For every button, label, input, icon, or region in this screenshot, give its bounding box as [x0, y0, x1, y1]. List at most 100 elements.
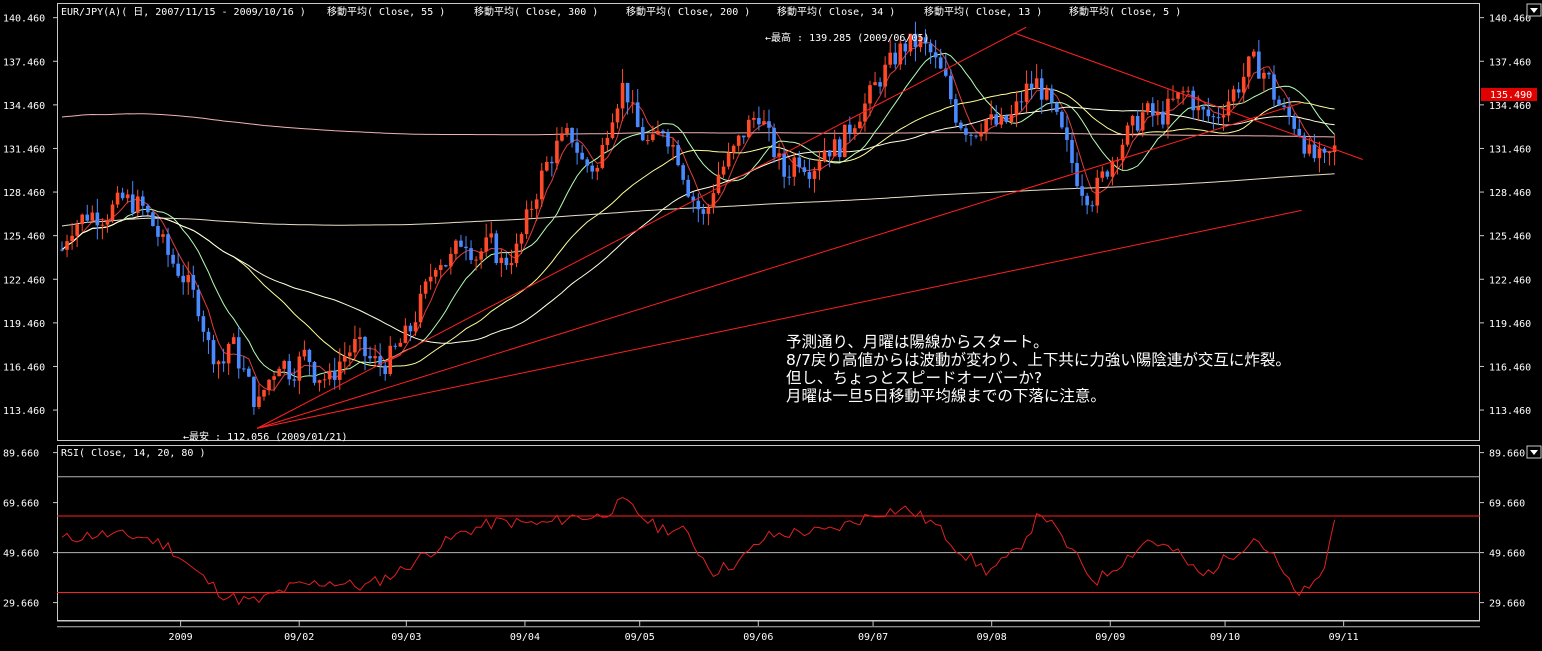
- y-tick-label-right: 116.460: [1489, 362, 1531, 373]
- candle-body: [221, 361, 226, 364]
- candle-body: [1120, 144, 1125, 161]
- indicator-label-ma34: 移動平均( Close, 34 ): [777, 5, 895, 18]
- x-tick-label: 09/05: [625, 632, 655, 643]
- candle-body: [282, 360, 286, 369]
- candle-body: [782, 153, 786, 177]
- candle-body: [1039, 78, 1044, 100]
- candle-body: [590, 165, 595, 172]
- comment-line-2: 8/7戻り高値からは波動が変わり、上下共に力強い陽陰連が交互に炸裂。: [786, 351, 1291, 369]
- candle-body: [1312, 144, 1317, 159]
- candle-body: [1004, 115, 1009, 123]
- candle-body: [1231, 89, 1236, 102]
- candle-body: [640, 127, 645, 141]
- candle-body: [449, 253, 453, 267]
- y-tick-label-left: 113.460: [3, 406, 45, 417]
- rsi-series: [61, 497, 1336, 606]
- candle-body: [1166, 98, 1170, 125]
- candle-body: [348, 352, 352, 357]
- candle-body: [1110, 160, 1115, 177]
- comment-line-3: 但し、ちょっとスピードオーバーか?: [786, 369, 1042, 387]
- candle-body: [1156, 111, 1160, 116]
- candle-body: [191, 275, 196, 290]
- candle-body: [726, 152, 731, 167]
- candle-body: [1050, 88, 1054, 103]
- x-tick-label: 09/11: [1329, 632, 1359, 643]
- candle-body: [393, 345, 398, 347]
- y-tick-label-right: 122.460: [1489, 275, 1531, 286]
- candle-body: [706, 207, 711, 214]
- candle-body: [373, 356, 377, 359]
- chevron-down-icon: [1530, 450, 1538, 455]
- candle-body: [302, 349, 307, 357]
- rsi-tick-label-left: 29.660: [3, 599, 39, 610]
- candle-body: [1100, 171, 1105, 178]
- rsi-tick-label-right: 89.660: [1489, 449, 1525, 460]
- candle-body: [1292, 116, 1296, 129]
- candle-body: [903, 43, 908, 52]
- candle-body: [95, 212, 100, 226]
- candle-body: [575, 142, 579, 153]
- candle-body: [181, 275, 185, 283]
- candle-body: [1191, 90, 1195, 111]
- candle-body: [878, 82, 882, 87]
- rsi-tick-label-right: 29.660: [1489, 599, 1525, 610]
- candle-body: [984, 119, 988, 132]
- candle-body: [1024, 83, 1029, 102]
- y-tick-label-right: 140.460: [1489, 14, 1531, 25]
- candle-body: [146, 205, 150, 213]
- candle-body: [817, 161, 822, 171]
- candle-body: [267, 379, 271, 391]
- main-panel-menu-button[interactable]: [1526, 3, 1542, 17]
- rsi-panel-menu-button[interactable]: [1526, 445, 1542, 459]
- indicator-label-ma55: 移動平均( Close, 55 ): [327, 5, 445, 18]
- candle-body: [1161, 111, 1165, 125]
- candle-body: [1332, 145, 1337, 153]
- candle-body: [464, 246, 468, 249]
- candle-body: [938, 57, 943, 69]
- candle-body: [1287, 106, 1291, 117]
- trend-line: [256, 102, 1302, 429]
- candle-body: [1176, 92, 1180, 99]
- y-tick-label-left: 140.460: [3, 14, 45, 25]
- trend-line: [257, 209, 1302, 429]
- candle-body: [954, 99, 958, 123]
- candle-body: [787, 176, 791, 178]
- high-annotation: ←最高 : 139.285 (2009/06/05): [765, 31, 930, 44]
- candle-body: [388, 345, 393, 374]
- candle-body: [1075, 163, 1079, 187]
- candle-body: [848, 124, 852, 134]
- indicator-label-ma13: 移動平均( Close, 13 ): [924, 5, 1042, 18]
- current-price-bg: [1481, 88, 1537, 101]
- candle-body: [1241, 76, 1246, 93]
- candle-body: [1105, 171, 1110, 177]
- candle-body: [292, 379, 297, 381]
- candle-body: [792, 157, 797, 177]
- candle-body: [893, 52, 898, 65]
- candle-body: [499, 257, 504, 264]
- candle-body: [1297, 128, 1302, 136]
- candle-body: [1034, 78, 1039, 89]
- candle-body: [666, 132, 670, 147]
- candle-body: [428, 276, 433, 282]
- candle-body: [842, 124, 847, 158]
- x-tick-label: 09/08: [977, 632, 1007, 643]
- candle-body: [605, 137, 610, 145]
- candle-body: [676, 145, 680, 166]
- rsi-line: [61, 497, 1336, 606]
- rsi-tick-label-left: 89.660: [3, 449, 39, 460]
- candle-body: [1080, 186, 1084, 196]
- candle-body: [651, 134, 655, 141]
- candle-body: [772, 127, 776, 158]
- candle-body: [969, 134, 973, 136]
- candle-body: [550, 161, 554, 164]
- trend-line: [1014, 32, 1363, 160]
- candle-body: [858, 121, 862, 129]
- candle-body: [1246, 56, 1251, 77]
- commentary: 予測通り、月曜は陽線からスタート。 8/7戻り高値からは波動が変わり、上下共に力…: [786, 333, 1291, 405]
- y-tick-label-left: 122.460: [3, 275, 45, 286]
- candle-body: [231, 337, 236, 344]
- current-price-label: 135.490: [1490, 90, 1532, 101]
- candle-body: [757, 117, 761, 125]
- candle-body: [1277, 99, 1281, 106]
- candle-body: [383, 365, 387, 374]
